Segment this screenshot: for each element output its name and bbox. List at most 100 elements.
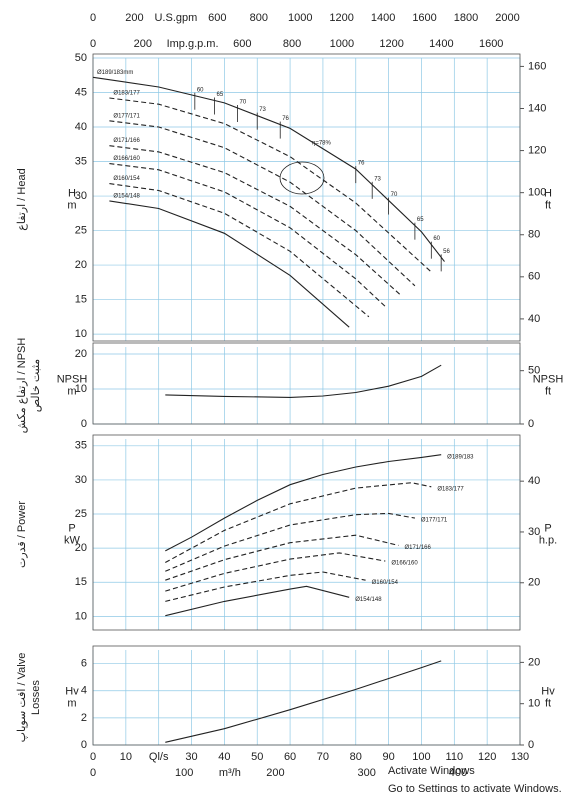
y-tick-label: 20 (75, 542, 87, 554)
axis-title: ارتفاع / Head (16, 168, 28, 230)
y-unit: m (67, 199, 76, 211)
annotation: η=78% (312, 141, 332, 147)
flow-tick-label: 10 (120, 751, 132, 763)
y-tick-label: 40 (75, 121, 87, 133)
efficiency-label: 65 (417, 217, 424, 223)
y2-unit: ft (545, 199, 551, 211)
axis-title: مثبت خالص (30, 359, 42, 412)
y-tick-label: 2 (81, 712, 87, 724)
y-tick-label: 35 (75, 440, 87, 452)
y-tick-label: 15 (75, 293, 87, 305)
curve (165, 364, 442, 398)
curve-label: Ø177/171 (421, 518, 448, 524)
y2-tick-label: 0 (528, 739, 534, 751)
curve (109, 200, 350, 328)
flow-tick-label: 100 (412, 751, 430, 763)
curve (92, 76, 445, 262)
y2-tick-label: 20 (528, 656, 540, 668)
watermark: Go to Settings to activate Windows. (388, 783, 562, 792)
curve-label: Ø171/166 (113, 138, 140, 144)
flow-tick-label: 50 (251, 751, 263, 763)
flow-tick-label: 110 (446, 751, 464, 763)
flow-tick-label: U.S.gpm (154, 12, 197, 24)
flow-tick-label: 120 (478, 751, 496, 763)
y-tick-label: 0 (81, 739, 87, 751)
curve-label: Ø171/166 (404, 545, 431, 551)
y-tick-label: 30 (75, 190, 87, 202)
flow-tick-label: Imp.g.p.m. (167, 38, 219, 50)
curve (165, 454, 442, 552)
flow-tick-label: 1400 (429, 38, 453, 50)
y2-tick-label: 20 (528, 577, 540, 589)
flow-tick-label: 1000 (330, 38, 354, 50)
flow-tick-label: 200 (125, 12, 143, 24)
flow-tick-label: 600 (208, 12, 226, 24)
curve (165, 660, 442, 743)
y2-tick-label: 40 (528, 313, 540, 325)
y2-tick-label: 100 (528, 187, 546, 199)
y-tick-label: 30 (75, 474, 87, 486)
flow-tick-label: 200 (134, 38, 152, 50)
y-tick-label: 20 (75, 348, 87, 360)
efficiency-label: 76 (282, 116, 289, 122)
flow-tick-label: 1200 (329, 12, 353, 24)
curve-label: Ø189/183mm (97, 70, 133, 76)
flow-tick-label: 40 (218, 751, 230, 763)
efficiency-label: 76 (358, 161, 365, 167)
curve (165, 534, 399, 581)
efficiency-label: 60 (433, 236, 440, 242)
flow-tick-label: 70 (317, 751, 329, 763)
y-tick-label: 45 (75, 86, 87, 98)
y-unit: NPSH (57, 373, 88, 385)
curve (109, 97, 432, 273)
panel-frame (92, 53, 521, 342)
y2-unit: NPSH (533, 373, 564, 385)
y2-unit: ft (545, 385, 551, 397)
y2-tick-label: 60 (528, 271, 540, 283)
curve-label: Ø160/154 (113, 176, 140, 182)
y-tick-label: 15 (75, 576, 87, 588)
efficiency-label: 73 (374, 176, 381, 182)
y-tick-label: 6 (81, 657, 87, 669)
flow-tick-label: 30 (185, 751, 197, 763)
y2-unit: h.p. (539, 534, 557, 546)
curve-label: Ø166/160 (391, 561, 418, 567)
y-unit: P (68, 522, 75, 534)
flow-tick-label: 1400 (371, 12, 395, 24)
y-tick-label: 4 (81, 685, 87, 697)
y-tick-label: 10 (75, 328, 87, 340)
curve-label: Ø189/183 (447, 454, 474, 460)
y2-tick-label: 160 (528, 60, 546, 72)
y-tick-label: 25 (75, 508, 87, 520)
efficiency-label: 70 (240, 100, 247, 106)
y-tick-label: 50 (75, 52, 87, 64)
flow-tick-label: m³/h (219, 767, 241, 779)
flow-tick-label: 130 (511, 751, 529, 763)
flow-tick-label: 1600 (412, 12, 436, 24)
y2-unit: Hv (541, 685, 555, 697)
curve-label: Ø183/177 (437, 486, 464, 492)
y2-tick-label: 0 (528, 418, 534, 430)
flow-tick-label: 0 (90, 12, 96, 24)
efficiency-label: 60 (197, 87, 204, 93)
efficiency-label: 56 (443, 249, 450, 255)
y2-unit: P (544, 522, 551, 534)
curve (165, 482, 432, 563)
flow-tick-label: 200 (266, 767, 284, 779)
flow-tick-label: 60 (284, 751, 296, 763)
curve (165, 585, 350, 617)
curve (109, 120, 416, 287)
axis-title: Losses (30, 680, 42, 715)
flow-tick-label: 0 (90, 767, 96, 779)
y2-tick-label: 120 (528, 144, 546, 156)
curve (109, 183, 370, 318)
curve (165, 552, 386, 592)
flow-tick-label: 100 (175, 767, 193, 779)
y2-unit: ft (545, 697, 551, 709)
curve-label: Ø177/171 (113, 113, 140, 119)
efficiency-label: 70 (391, 192, 398, 198)
curve (165, 571, 366, 602)
y-unit: H (68, 187, 76, 199)
watermark: Activate Windows (388, 765, 475, 777)
